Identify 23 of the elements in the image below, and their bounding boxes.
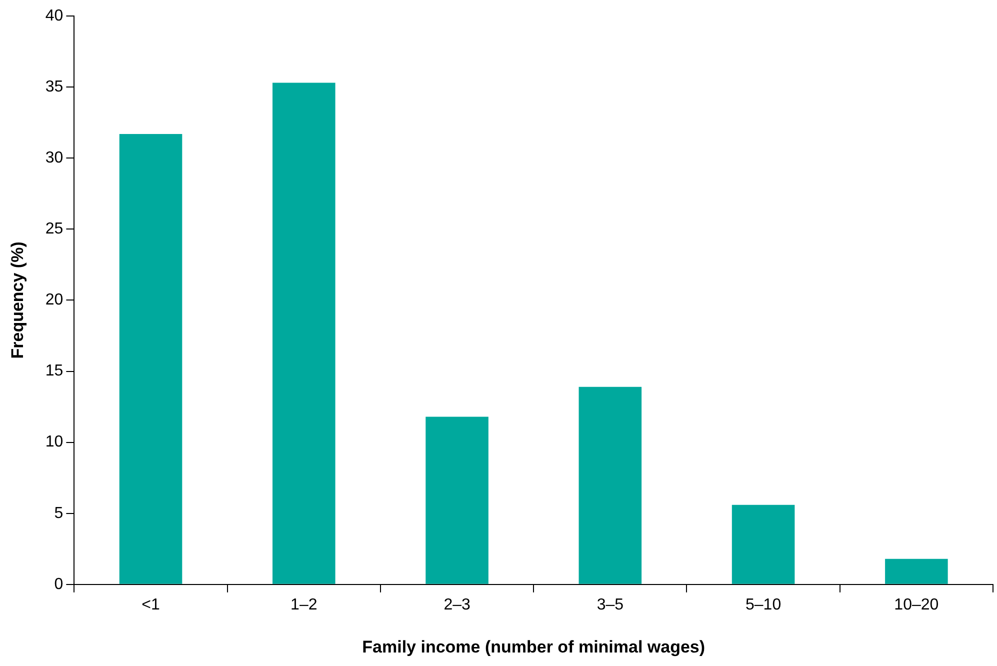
bar [426,416,488,584]
y-tick-label: 15 [45,362,64,380]
x-tick-label: <1 [142,596,160,614]
bar [578,386,642,584]
x-tick-label: 10–20 [894,596,939,614]
y-tick-label: 35 [45,78,64,96]
y-axis-title: Frequency (%) [8,242,27,359]
y-tick-label: 20 [45,292,64,309]
y-tick-label: 0 [54,576,64,593]
bar [732,504,795,584]
y-tick-label: 30 [45,150,64,167]
y-tick-label: 40 [45,7,64,24]
y-tick-label: 25 [45,220,64,238]
x-tick-label: 5–10 [746,596,782,614]
bar [885,558,948,584]
y-tick-label: 10 [45,434,64,451]
x-axis-title: Family income (number of minimal wages) [362,637,706,656]
y-tick-label: 5 [54,504,64,522]
x-tick-label: 3–5 [596,596,624,614]
x-tick-label: 2–3 [444,596,470,614]
bar [272,82,336,584]
bar [119,134,182,584]
x-tick-label: 1–2 [290,596,318,614]
